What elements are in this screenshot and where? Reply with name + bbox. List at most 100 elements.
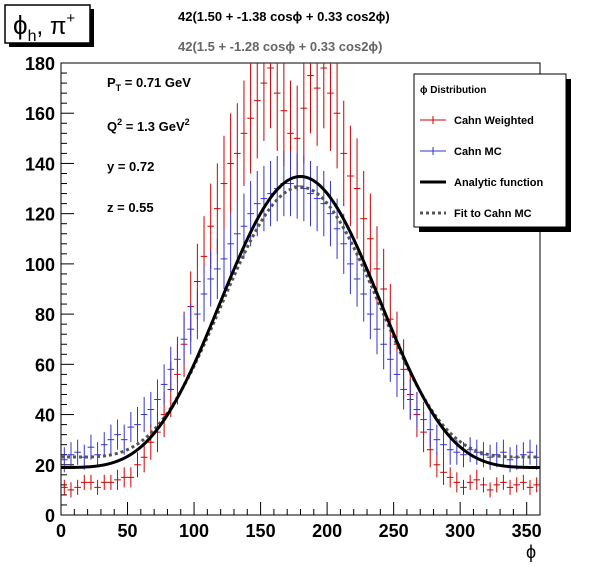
weighted-point: [440, 459, 447, 485]
weighted-point: [80, 474, 88, 490]
mc-point: [373, 304, 381, 355]
mc-point: [180, 314, 188, 365]
weighted-point: [220, 135, 228, 232]
mc-point: [386, 336, 394, 382]
mc-point: [340, 213, 348, 274]
y-tick-label: 120: [25, 205, 55, 225]
weighted-point: [67, 482, 75, 498]
mc-point: [107, 424, 115, 455]
legend-label-mc: Cahn MC: [454, 146, 502, 158]
weighted-point: [253, 63, 261, 159]
weighted-point: [140, 442, 148, 473]
weighted-point: [120, 467, 128, 488]
weighted-point: [227, 113, 234, 214]
y-tick-label: 160: [25, 104, 55, 124]
weighted-point: [446, 467, 454, 488]
legend-header: ϕ Distribution: [420, 85, 486, 96]
weighted-point: [520, 474, 527, 490]
mc-point: [127, 412, 135, 443]
weighted-point: [273, 63, 281, 151]
weighted-point: [486, 482, 494, 498]
y-tick-label: 140: [25, 154, 55, 174]
mc-point: [413, 391, 421, 428]
weighted-point: [353, 138, 361, 239]
x-tick-label: 0: [56, 521, 66, 541]
mc-point: [426, 412, 434, 448]
weighted-point: [127, 467, 135, 488]
weighted-point: [240, 80, 248, 187]
title-box: [4, 4, 91, 44]
weighted-point: [360, 170, 368, 267]
x-tick-label: 300: [445, 521, 475, 541]
mc-point: [406, 379, 414, 420]
mc-point: [500, 439, 507, 465]
weighted-point: [473, 469, 481, 490]
weighted-point: [460, 479, 467, 495]
mc-point: [526, 439, 534, 465]
mc-point: [460, 442, 467, 468]
mc-point: [160, 364, 168, 405]
mc-point: [506, 447, 514, 473]
mc-point: [194, 289, 201, 340]
mc-point: [120, 424, 128, 455]
y-tick-label: 60: [35, 355, 55, 375]
mc-point: [260, 165, 268, 232]
mc-point: [214, 238, 221, 300]
weighted-point: [260, 63, 268, 141]
mc-point: [486, 444, 494, 470]
z-label: z = 0.55: [107, 200, 154, 215]
mc-point: [174, 336, 181, 382]
weighted-point: [280, 63, 288, 166]
mc-point: [220, 228, 228, 289]
legend-label-fit: Fit to Cahn MC: [454, 208, 532, 220]
weighted-point: [300, 63, 308, 164]
x-tick-label: 350: [512, 521, 542, 541]
mc-point: [154, 379, 161, 420]
y-tick-label: 0: [45, 506, 55, 526]
weighted-point: [147, 424, 155, 460]
mc-point: [400, 369, 407, 410]
mc-point: [100, 432, 108, 458]
weighted-point: [340, 100, 348, 207]
weighted-point: [513, 477, 521, 493]
mc-point: [134, 407, 141, 443]
pt-label: PT = 0.71 GeV: [107, 75, 191, 93]
weighted-point: [480, 477, 487, 493]
formula-analytic: 42(1.50 + -1.38 cosϕ + 0.33 cos2ϕ): [178, 9, 390, 24]
curves: [60, 174, 541, 470]
legend-label-weighted: Cahn Weighted: [454, 115, 534, 127]
mc-point: [287, 150, 294, 217]
weighted-point: [367, 193, 374, 284]
mc-point: [367, 289, 374, 340]
series-cahn-weighted: [61, 63, 540, 498]
mc-point: [520, 442, 527, 468]
histogram-title: ϕh, π+: [13, 10, 75, 45]
x-tick-label: 50: [118, 521, 138, 541]
mc-point: [200, 266, 208, 322]
y-tick-label: 40: [35, 406, 55, 426]
mc-point: [140, 396, 148, 433]
mc-point: [147, 391, 155, 428]
x-axis-label: ϕ: [526, 542, 536, 562]
weighted-point: [107, 474, 115, 490]
weighted-point: [100, 474, 108, 490]
mc-point: [114, 419, 121, 450]
weighted-point: [433, 452, 441, 478]
legend-label-analytic: Analytic function: [454, 177, 544, 189]
mc-point: [207, 251, 215, 307]
y-tick-label: 100: [25, 255, 55, 275]
legend: ϕ Distribution Cahn Weighted Cahn MC Ana…: [413, 73, 571, 232]
mc-point: [446, 434, 454, 465]
weighted-point: [267, 63, 274, 129]
mc-point: [227, 213, 234, 274]
mc-point: [360, 266, 368, 322]
mc-point: [393, 351, 401, 397]
x-tick-label: 100: [179, 521, 209, 541]
mc-point: [433, 424, 441, 455]
weighted-point: [247, 63, 254, 174]
analytic-curve: [61, 174, 540, 470]
mc-point: [313, 165, 321, 232]
mc-point: [67, 442, 75, 468]
weighted-point: [61, 479, 68, 495]
